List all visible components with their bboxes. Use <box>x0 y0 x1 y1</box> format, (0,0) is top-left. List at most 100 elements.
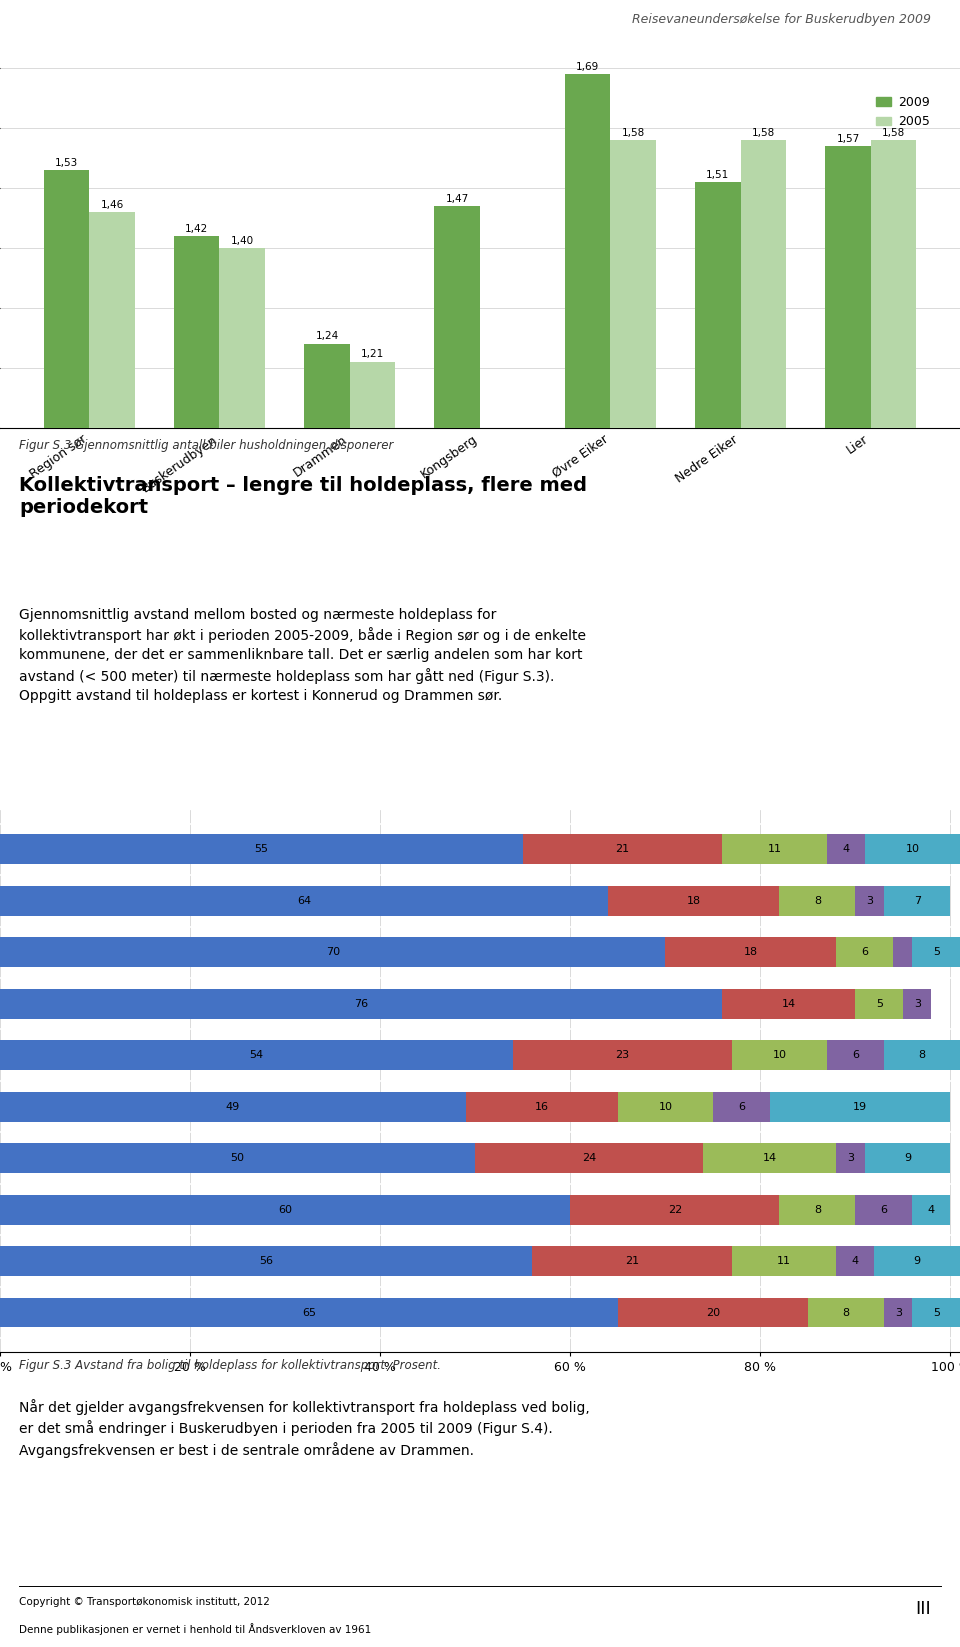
Bar <box>89 212 134 1087</box>
Text: 1,57: 1,57 <box>836 133 859 143</box>
Text: 21: 21 <box>625 1257 639 1267</box>
Bar <box>704 1143 836 1173</box>
Text: 18: 18 <box>686 896 701 906</box>
Bar <box>827 835 865 865</box>
Text: 3: 3 <box>914 998 921 1008</box>
Bar <box>827 1041 884 1071</box>
Bar <box>475 1143 704 1173</box>
Bar <box>912 1194 950 1224</box>
Text: 24: 24 <box>582 1153 596 1163</box>
Text: 1,24: 1,24 <box>315 331 339 341</box>
Bar <box>0 937 665 967</box>
Bar <box>732 1041 827 1071</box>
Text: Copyright © Transportøkonomisk institutt, 2012: Copyright © Transportøkonomisk institutt… <box>19 1598 270 1607</box>
Bar <box>523 835 722 865</box>
Text: 8: 8 <box>814 896 821 906</box>
Bar <box>894 937 912 967</box>
Text: III: III <box>916 1601 931 1619</box>
Text: 14: 14 <box>763 1153 777 1163</box>
Text: 14: 14 <box>781 998 796 1008</box>
Text: 5: 5 <box>933 1308 940 1318</box>
Text: Gjennomsnittlig avstand mellom bosted og nærmeste holdeplass for
kollektivtransp: Gjennomsnittlig avstand mellom bosted og… <box>19 608 587 703</box>
Text: Figur S.3 Avstand fra bolig til holdeplass for kollektivtransport. Prosent.: Figur S.3 Avstand fra bolig til holdepla… <box>19 1359 442 1372</box>
Text: 6: 6 <box>861 947 869 957</box>
Bar <box>611 140 656 1087</box>
Bar <box>875 1247 960 1276</box>
Text: 1,58: 1,58 <box>752 128 775 138</box>
Text: Når det gjelder avgangsfrekvensen for kollektivtransport fra holdeplass ved boli: Når det gjelder avgangsfrekvensen for ko… <box>19 1398 590 1458</box>
Bar <box>865 835 960 865</box>
Text: 70: 70 <box>325 947 340 957</box>
Bar <box>722 835 827 865</box>
Bar <box>770 1092 950 1122</box>
Bar <box>855 1194 912 1224</box>
Text: 1,46: 1,46 <box>101 199 124 209</box>
Bar <box>836 1143 865 1173</box>
Bar <box>780 1194 855 1224</box>
Bar <box>0 988 722 1018</box>
Text: 6: 6 <box>880 1204 887 1214</box>
Text: 4: 4 <box>842 845 850 855</box>
Bar <box>855 988 903 1018</box>
Text: 1,47: 1,47 <box>445 194 468 204</box>
Bar <box>865 1143 950 1173</box>
Text: 6: 6 <box>852 1051 859 1061</box>
Bar <box>435 206 480 1087</box>
Text: 64: 64 <box>297 896 311 906</box>
Bar <box>740 140 786 1087</box>
Text: 5: 5 <box>876 998 882 1008</box>
Bar <box>220 249 265 1087</box>
Text: 11: 11 <box>778 1257 791 1267</box>
Text: 10: 10 <box>659 1102 672 1112</box>
Bar <box>0 1143 475 1173</box>
Bar <box>912 937 960 967</box>
Text: Figur S.3 Gjennomsnittlig antall biler husholdningen disponerer: Figur S.3 Gjennomsnittlig antall biler h… <box>19 440 394 453</box>
Text: 8: 8 <box>842 1308 850 1318</box>
Bar <box>695 183 740 1087</box>
Bar <box>0 886 609 916</box>
Text: 1,21: 1,21 <box>361 349 384 359</box>
Bar <box>0 1092 466 1122</box>
Bar <box>564 74 611 1087</box>
Legend: 2009, 2005: 2009, 2005 <box>872 91 934 133</box>
Text: 5: 5 <box>933 947 940 957</box>
Bar <box>304 344 349 1087</box>
Bar <box>570 1194 780 1224</box>
Bar <box>0 835 523 865</box>
Text: 4: 4 <box>928 1204 935 1214</box>
Text: 1,58: 1,58 <box>621 128 645 138</box>
Bar <box>855 886 884 916</box>
Text: Kollektivtransport – lengre til holdeplass, flere med
periodekort: Kollektivtransport – lengre til holdepla… <box>19 476 588 517</box>
Text: 21: 21 <box>615 845 630 855</box>
Bar <box>836 1247 875 1276</box>
Text: 76: 76 <box>354 998 369 1008</box>
Text: Reisevaneundersøkelse for Buskerudbyen 2009: Reisevaneundersøkelse for Buskerudbyen 2… <box>633 13 931 26</box>
Bar <box>780 886 855 916</box>
Text: 3: 3 <box>847 1153 854 1163</box>
Bar <box>532 1247 732 1276</box>
Text: 23: 23 <box>615 1051 630 1061</box>
Text: 1,40: 1,40 <box>230 236 253 245</box>
Bar <box>618 1092 713 1122</box>
Bar <box>903 988 931 1018</box>
Text: 4: 4 <box>852 1257 859 1267</box>
Text: 56: 56 <box>259 1257 274 1267</box>
Text: 10: 10 <box>905 845 920 855</box>
Bar <box>836 937 894 967</box>
Text: 11: 11 <box>768 845 781 855</box>
Text: 1,58: 1,58 <box>882 128 905 138</box>
Bar <box>713 1092 770 1122</box>
Bar <box>174 236 220 1087</box>
Text: 3: 3 <box>895 1308 901 1318</box>
Text: 10: 10 <box>773 1051 786 1061</box>
Text: 22: 22 <box>668 1204 682 1214</box>
Bar <box>0 1298 618 1327</box>
Text: 3: 3 <box>866 896 874 906</box>
Bar <box>43 170 89 1087</box>
Bar <box>722 988 855 1018</box>
Bar <box>349 362 396 1087</box>
Text: 1,51: 1,51 <box>707 170 730 180</box>
Bar <box>0 1194 570 1224</box>
Bar <box>912 1298 960 1327</box>
Bar <box>732 1247 836 1276</box>
